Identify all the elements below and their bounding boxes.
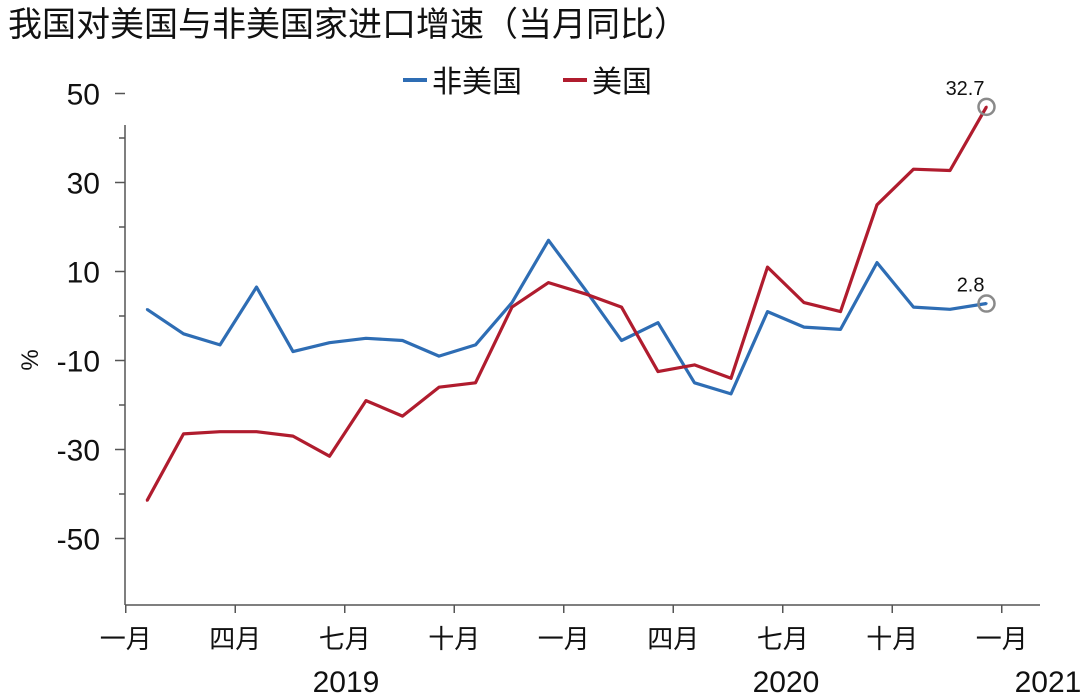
data-point-us (875, 203, 879, 206)
x-tick-label: 七月 (757, 625, 809, 655)
y-tick-label: -30 (57, 435, 100, 468)
x-tick-label: 一月 (538, 625, 590, 655)
x-year-label: 2020 (753, 666, 820, 698)
x-tick-label: 一月 (100, 625, 152, 655)
data-label: 2.8 (957, 275, 985, 297)
data-point-non-us (802, 325, 806, 329)
data-point-us (145, 499, 149, 502)
series-line-non-us (146, 238, 987, 396)
data-point-non-us (437, 354, 441, 358)
data-point-us (218, 430, 222, 433)
x-tick-label: 十月 (428, 625, 480, 655)
x-tick-label: 四月 (209, 625, 261, 655)
data-point-us (328, 454, 331, 458)
y-tick-label: -50 (57, 524, 100, 557)
data-point-us (693, 363, 696, 367)
data-point-non-us (620, 339, 623, 342)
data-point-us (547, 281, 550, 284)
x-axis: 一月 四月 七月 十月 一月 四月 七月 十月 一月 2019 2020 2021 (100, 604, 1080, 698)
data-point-non-us (583, 288, 587, 291)
x-tick-label: 十月 (866, 625, 918, 655)
x-tick-label: 四月 (647, 625, 699, 655)
data-point-non-us (218, 343, 222, 347)
data-point-non-us (474, 343, 477, 347)
data-point-us (656, 370, 660, 373)
x-tick-label: 七月 (319, 625, 371, 655)
data-point-us (948, 169, 952, 172)
data-point-non-us (912, 305, 915, 309)
annotation-marker (977, 97, 996, 117)
data-point-us (766, 265, 769, 269)
y-tick-label: -10 (57, 346, 100, 379)
data-point-non-us (182, 332, 185, 335)
data-point-non-us (255, 285, 258, 289)
legend-label-non-us: 非美国 (432, 65, 522, 100)
data-point-us (802, 301, 806, 304)
data-point-us (437, 386, 441, 389)
data-point-non-us (328, 341, 331, 344)
legend: 非美国 美国 (403, 65, 652, 100)
data-point-non-us (766, 310, 769, 313)
data-point-non-us (729, 392, 733, 396)
legend-label-us: 美国 (592, 65, 652, 100)
series-layer (145, 105, 988, 502)
data-point-non-us (291, 350, 295, 353)
data-point-us (985, 105, 988, 109)
data-point-us (182, 432, 185, 436)
data-point-non-us (839, 328, 842, 331)
data-point-us (839, 310, 842, 313)
data-point-non-us (364, 337, 368, 340)
x-year-label: 2019 (313, 666, 380, 698)
y-tick-label: 30 (67, 168, 100, 201)
data-point-us (583, 292, 587, 295)
y-tick-label: 50 (67, 79, 100, 112)
data-point-us (729, 377, 733, 380)
data-point-us (401, 414, 404, 418)
data-point-us (912, 167, 915, 171)
annotation-layer: 32.7 2.8 (946, 78, 996, 313)
data-point-non-us (948, 308, 952, 311)
data-point-us (364, 399, 368, 402)
y-tick-label: 10 (67, 257, 100, 290)
data-point-non-us (401, 339, 404, 342)
x-tick-label: 一月 (976, 625, 1028, 655)
data-point-non-us (985, 302, 988, 305)
data-label: 32.7 (946, 78, 985, 100)
data-point-us (255, 430, 258, 433)
chart-title: 我国对美国与非美国家进口增速（当月同比） (8, 5, 688, 45)
y-axis: 50 30 10 -10 -30 -50 (57, 79, 126, 605)
annotation-marker (977, 294, 996, 313)
data-point-non-us (875, 261, 879, 264)
data-point-non-us (510, 301, 514, 304)
data-point-us (474, 381, 477, 384)
data-point-us (291, 434, 295, 438)
data-point-non-us (693, 381, 696, 384)
data-point-non-us (547, 239, 550, 242)
data-point-us (620, 305, 623, 309)
data-point-non-us (145, 308, 149, 311)
data-point-us (510, 305, 514, 309)
x-year-label: 2021 (1015, 666, 1080, 698)
series-line-us (145, 106, 988, 502)
data-point-non-us (656, 321, 660, 324)
y-axis-label: % (17, 349, 44, 370)
